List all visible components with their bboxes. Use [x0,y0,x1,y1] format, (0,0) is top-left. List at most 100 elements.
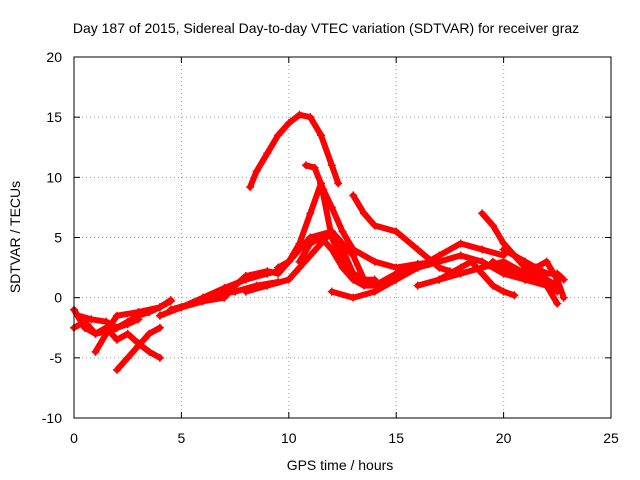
x-tick-label: 20 [496,430,512,446]
data-point-marker [499,287,508,296]
series-track-4 [112,323,164,374]
data-point-marker [87,315,96,324]
data-point-marker [295,110,304,119]
series-trace [275,180,378,283]
series-trace [247,111,342,190]
data-point-marker [392,269,401,278]
data-point-marker [349,191,358,200]
data-point-marker [263,149,272,158]
data-point-marker [370,257,379,266]
data-point-marker [327,287,336,296]
data-point-marker [166,305,175,314]
data-point-marker [327,233,336,242]
data-point-marker [241,287,250,296]
data-point-marker [456,251,465,260]
grid-lines [74,57,611,418]
data-point-marker [74,311,83,320]
data-point-marker [553,299,562,308]
data-point-marker [488,257,497,266]
data-point-marker [467,257,476,266]
data-point-marker [301,161,310,170]
data-point-marker [542,257,551,266]
data-point-marker [521,275,530,284]
data-point-marker [306,239,315,248]
x-tick-label: 0 [70,430,78,446]
series-trace [303,162,443,271]
data-point-marker [559,293,568,302]
y-tick-label: -5 [50,350,63,366]
data-point-marker [413,281,422,290]
series-track-18 [435,257,519,300]
data-point-marker [274,131,283,140]
data-point-marker [478,269,487,278]
data-point-marker [488,281,497,290]
y-tick-label: 0 [54,290,62,306]
data-point-marker [499,245,508,254]
data-point-marker [370,221,379,230]
data-point-marker [488,221,497,230]
data-point-marker [435,257,444,266]
axis-ticks: 0 5 10 15 20 25 -10 -5 0 5 10 15 20 [42,49,619,446]
data-point-marker [478,245,487,254]
data-point-marker [334,179,343,188]
data-point-marker [306,209,315,218]
data-point-marker [359,281,368,290]
data-series [70,110,568,374]
data-point-marker [246,182,255,191]
data-point-marker [231,281,240,290]
data-point-marker [359,209,368,218]
data-point-marker [370,287,379,296]
data-point-marker [338,227,347,236]
y-tick-label: 10 [46,169,62,185]
data-point-marker [510,251,519,260]
data-point-marker [499,263,508,272]
data-point-marker [91,329,100,338]
y-tick-label: 5 [54,230,62,246]
series-track-10 [246,110,343,191]
x-tick-label: 5 [178,430,186,446]
data-point-marker [295,257,304,266]
data-point-marker [263,267,272,276]
data-point-marker [456,263,465,272]
data-point-marker [145,308,154,317]
data-point-marker [349,275,358,284]
data-point-marker [274,263,283,272]
data-point-marker [317,131,326,140]
y-axis-label: SDTVAR / TECUs [7,181,23,293]
data-point-marker [531,269,540,278]
data-point-marker [91,347,100,356]
data-point-marker [295,239,304,248]
data-point-marker [166,296,175,305]
data-point-marker [155,311,164,320]
data-point-marker [338,263,347,272]
data-point-marker [413,263,422,272]
data-point-marker [327,161,336,170]
data-point-marker [155,303,164,312]
data-point-marker [284,119,293,128]
series-trace [500,246,561,289]
data-point-marker [306,251,315,260]
x-axis-label: GPS time / hours [287,457,394,473]
data-point-marker [123,353,132,362]
data-point-marker [134,315,143,324]
data-point-marker [155,353,164,362]
data-point-marker [435,275,444,284]
data-point-marker [542,275,551,284]
data-point-marker [478,209,487,218]
data-point-marker [155,323,164,332]
data-point-marker [349,293,358,302]
data-point-marker [310,163,319,172]
data-point-marker [123,329,132,338]
data-point-marker [252,167,261,176]
data-point-marker [521,263,530,272]
data-point-marker [284,275,293,284]
series-track-21 [499,245,562,290]
data-point-marker [392,227,401,236]
data-point-marker [263,281,272,290]
data-point-marker [510,291,519,300]
series-track-5 [74,311,143,332]
data-point-marker [112,365,121,374]
x-tick-label: 10 [281,430,297,446]
data-point-marker [112,311,121,320]
